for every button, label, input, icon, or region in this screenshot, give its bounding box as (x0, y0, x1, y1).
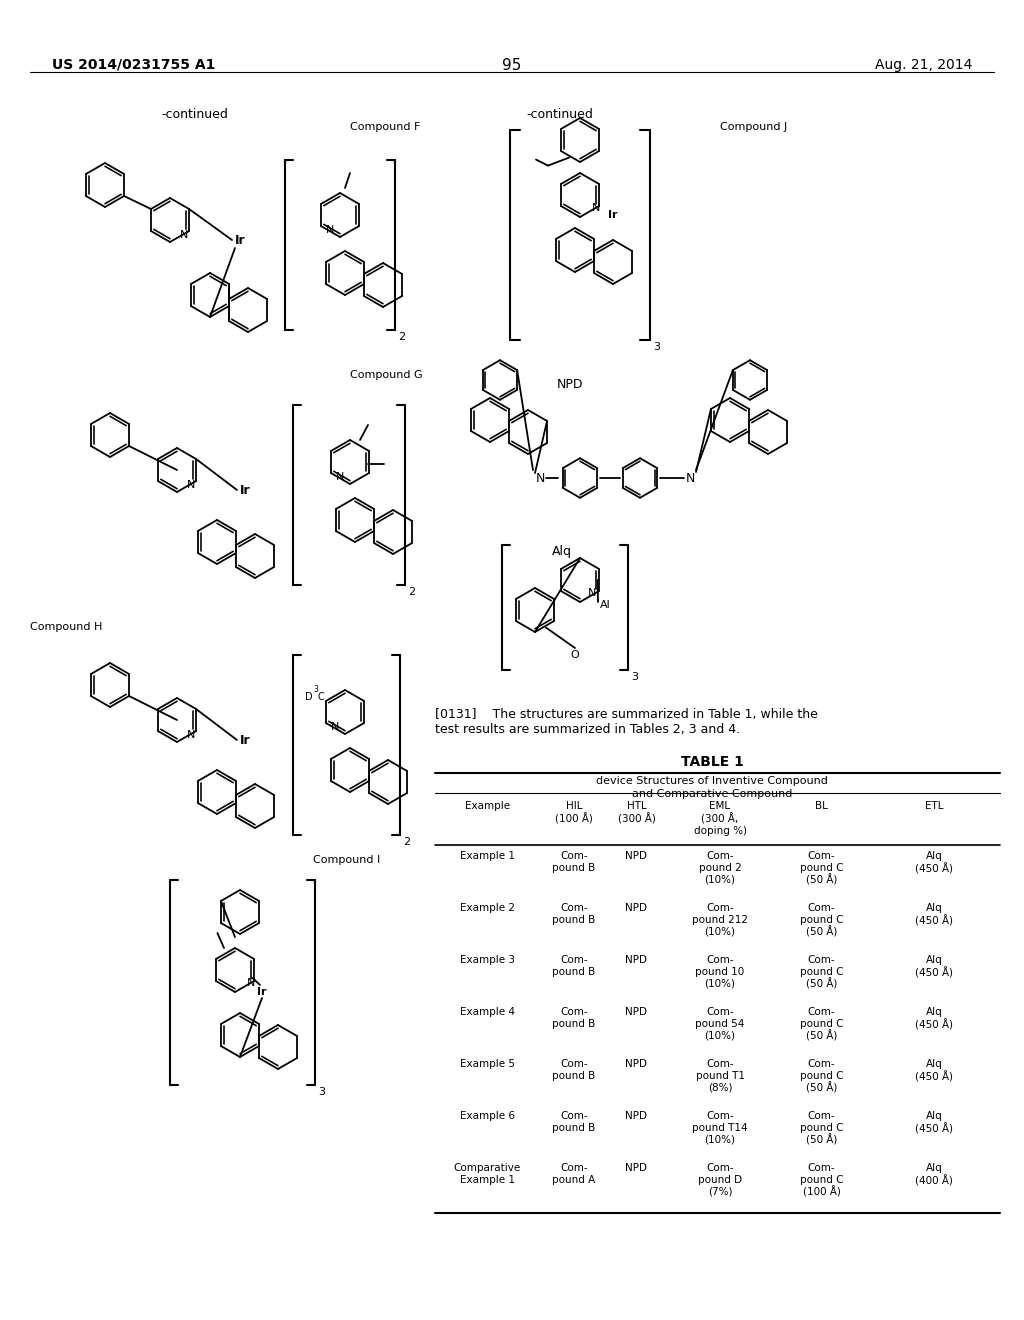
Text: NPD: NPD (626, 954, 647, 965)
Text: Alq
(450 Å): Alq (450 Å) (915, 851, 953, 874)
Text: NPD: NPD (626, 1007, 647, 1016)
Text: Ir: Ir (608, 210, 617, 220)
Text: Example 2: Example 2 (460, 903, 515, 913)
Text: Alq
(450 Å): Alq (450 Å) (915, 1111, 953, 1134)
Text: Alq: Alq (552, 545, 572, 558)
Text: Com-
pound B: Com- pound B (552, 1007, 596, 1028)
Text: Example 3: Example 3 (460, 954, 515, 965)
Text: Compound I: Compound I (312, 855, 380, 865)
Text: N: N (186, 730, 196, 741)
Text: Example 1: Example 1 (460, 851, 515, 861)
Text: BL: BL (815, 801, 828, 810)
Text: NPD: NPD (626, 903, 647, 913)
Text: Com-
pound C
(50 Å): Com- pound C (50 Å) (800, 1111, 843, 1146)
Text: Com-
pound C
(50 Å): Com- pound C (50 Å) (800, 1007, 843, 1041)
Text: NPD: NPD (626, 1111, 647, 1121)
Text: Com-
pound C
(100 Å): Com- pound C (100 Å) (800, 1163, 843, 1197)
Text: Alq
(400 Å): Alq (400 Å) (915, 1163, 953, 1187)
Text: Ir: Ir (240, 483, 250, 496)
Text: Com-
pound 10
(10%): Com- pound 10 (10%) (695, 954, 744, 989)
Text: Com-
pound T14
(10%): Com- pound T14 (10%) (692, 1111, 748, 1144)
Text: 3: 3 (653, 342, 660, 352)
Text: HIL
(100 Å): HIL (100 Å) (555, 801, 593, 824)
Text: Com-
pound C
(50 Å): Com- pound C (50 Å) (800, 851, 843, 886)
Text: and Comparative Compound: and Comparative Compound (632, 789, 793, 799)
Text: 2: 2 (408, 587, 415, 597)
Text: Alq
(450 Å): Alq (450 Å) (915, 1059, 953, 1082)
Text: NPD: NPD (626, 1059, 647, 1069)
Text: Comparative
Example 1: Comparative Example 1 (454, 1163, 521, 1184)
Text: 95: 95 (503, 58, 521, 73)
Text: Com-
pound B: Com- pound B (552, 903, 596, 924)
Text: Alq
(450 Å): Alq (450 Å) (915, 903, 953, 927)
Text: O: O (570, 649, 580, 660)
Text: N: N (536, 471, 545, 484)
Text: ETL: ETL (925, 801, 943, 810)
Text: N: N (592, 203, 600, 213)
Text: Com-
pound 212
(10%): Com- pound 212 (10%) (692, 903, 748, 936)
Text: Com-
pound C
(50 Å): Com- pound C (50 Å) (800, 903, 843, 939)
Text: Com-
pound B: Com- pound B (552, 1111, 596, 1133)
Text: [0131]    The structures are summarized in Table 1, while the
test results are s: [0131] The structures are summarized in … (435, 708, 818, 737)
Text: Ir: Ir (234, 234, 246, 247)
Text: Com-
pound B: Com- pound B (552, 954, 596, 977)
Text: N: N (336, 473, 344, 482)
Text: Compound G: Compound G (350, 370, 423, 380)
Text: Compound F: Compound F (350, 121, 421, 132)
Text: EML
(300 Å,
doping %): EML (300 Å, doping %) (693, 801, 746, 836)
Text: Example 5: Example 5 (460, 1059, 515, 1069)
Text: Aug. 21, 2014: Aug. 21, 2014 (874, 58, 972, 73)
Text: 3: 3 (318, 1086, 325, 1097)
Text: Com-
pound 54
(10%): Com- pound 54 (10%) (695, 1007, 744, 1040)
Text: Com-
pound B: Com- pound B (552, 1059, 596, 1081)
Text: Com-
pound B: Com- pound B (552, 851, 596, 873)
Text: US 2014/0231755 A1: US 2014/0231755 A1 (52, 58, 215, 73)
Text: Ir: Ir (257, 987, 266, 997)
Text: N: N (331, 722, 339, 733)
Text: Example 4: Example 4 (460, 1007, 515, 1016)
Text: Com-
pound C
(50 Å): Com- pound C (50 Å) (800, 1059, 843, 1094)
Text: Example: Example (465, 801, 510, 810)
Text: D: D (305, 692, 312, 702)
Text: C: C (318, 692, 325, 702)
Text: Compound H: Compound H (30, 622, 102, 632)
Text: Com-
pound A: Com- pound A (552, 1163, 596, 1184)
Text: Al: Al (600, 601, 610, 610)
Text: device Structures of Inventive Compound: device Structures of Inventive Compound (596, 776, 828, 785)
Text: 3: 3 (631, 672, 638, 682)
Text: Com-
pound D
(7%): Com- pound D (7%) (698, 1163, 742, 1196)
Text: -continued: -continued (162, 108, 228, 121)
Text: -continued: -continued (526, 108, 594, 121)
Text: N: N (326, 224, 335, 235)
Text: Com-
pound T1
(8%): Com- pound T1 (8%) (695, 1059, 744, 1092)
Text: NPD: NPD (626, 851, 647, 861)
Text: Com-
pound 2
(10%): Com- pound 2 (10%) (698, 851, 741, 884)
Text: TABLE 1: TABLE 1 (681, 755, 743, 770)
Text: N: N (685, 471, 694, 484)
Text: N: N (180, 230, 188, 240)
Text: Example 6: Example 6 (460, 1111, 515, 1121)
Text: 3: 3 (313, 685, 317, 694)
Text: N: N (186, 480, 196, 490)
Text: Alq
(450 Å): Alq (450 Å) (915, 954, 953, 978)
Text: HTL
(300 Å): HTL (300 Å) (617, 801, 655, 824)
Text: 2: 2 (398, 333, 406, 342)
Text: Compound J: Compound J (720, 121, 787, 132)
Text: 2: 2 (403, 837, 411, 847)
Text: Ir: Ir (240, 734, 250, 747)
Text: N: N (588, 587, 596, 598)
Text: Alq
(450 Å): Alq (450 Å) (915, 1007, 953, 1031)
Text: NPD: NPD (557, 378, 584, 391)
Text: Com-
pound C
(50 Å): Com- pound C (50 Å) (800, 954, 843, 990)
Text: N: N (247, 978, 255, 987)
Text: NPD: NPD (626, 1163, 647, 1173)
